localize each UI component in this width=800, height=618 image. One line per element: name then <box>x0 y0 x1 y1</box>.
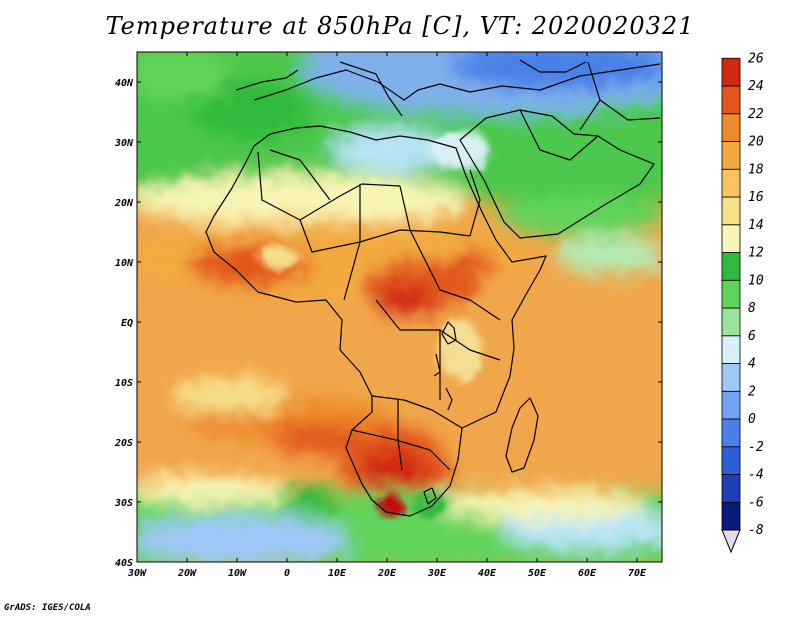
x-tick-label: 30W <box>127 568 147 579</box>
colorbar-swatch <box>721 474 741 503</box>
colorbar-swatch <box>721 279 741 309</box>
map-title: Temperature at 850hPa [C], VT: 202002032… <box>105 12 695 40</box>
y-tick-label: 20N <box>114 198 134 209</box>
colorbar-label: 16 <box>748 190 764 205</box>
colorbar-label: -6 <box>748 495 764 510</box>
y-tick-label: 30N <box>114 138 134 149</box>
y-tick-label: 40N <box>115 78 134 89</box>
x-tick-label: 70E <box>628 568 647 579</box>
colorbar-swatch <box>721 168 741 198</box>
colorbar-label: 6 <box>748 329 756 344</box>
x-tick-label: 20E <box>377 568 397 579</box>
y-tick-label: EQ <box>121 318 133 329</box>
x-tick-label: 50E <box>528 568 547 579</box>
y-tick-label: 10S <box>115 378 133 389</box>
x-tick-label: 20W <box>177 568 197 579</box>
colorbar-label: -8 <box>748 523 764 538</box>
grads-credit: GrADS: IGES/COLA <box>4 603 91 613</box>
plot-frame <box>136 51 663 563</box>
colorbar-label: 26 <box>748 51 764 66</box>
x-tick-label: 10E <box>328 568 347 579</box>
colorbar-swatch <box>721 85 741 115</box>
arabia-coastline <box>459 109 655 239</box>
x-tick-label: 0 <box>284 568 290 579</box>
colorbar-label: 10 <box>748 273 764 288</box>
colorbar-label: 2 <box>748 384 756 399</box>
colorbar-label: 18 <box>748 162 764 177</box>
colorbar-swatch <box>721 418 741 448</box>
x-tick-label: 10W <box>228 568 247 579</box>
colorbar-label: 20 <box>748 135 764 150</box>
colorbar-swatch <box>721 57 741 87</box>
colorbar-swatch <box>721 501 741 531</box>
y-tick-label: 10N <box>115 258 134 269</box>
axis-ticks: 30W 20W 10W 0 10E 20E 30E 40E 50E 60E 70E 40N 30N 20N… <box>114 52 662 579</box>
colorbar-swatch <box>721 224 741 253</box>
y-tick-label: 20S <box>114 438 133 449</box>
colorbar-label: 0 <box>748 412 756 427</box>
colorbar-label: 8 <box>748 301 756 316</box>
colorbar-swatch <box>721 252 741 281</box>
x-tick-label: 30E <box>427 568 447 579</box>
temperature-field <box>137 52 662 562</box>
colorbar-label: 22 <box>748 107 764 122</box>
colorbar-swatch <box>721 363 741 392</box>
x-tick-label: 60E <box>578 568 597 579</box>
colorbar-swatch <box>721 113 741 142</box>
colorbar-swatch <box>721 335 741 364</box>
colorbar-label: 12 <box>748 246 764 261</box>
colorbar-label: 4 <box>748 357 756 372</box>
colorbar-swatch <box>721 196 741 226</box>
madagascar-coastline <box>505 397 539 473</box>
colorbar-swatch <box>721 446 741 475</box>
colorbar-label: 14 <box>748 218 764 233</box>
colorbar-label: -2 <box>748 440 764 455</box>
colorbar-swatch <box>721 307 741 337</box>
x-tick-label: 40E <box>478 568 497 579</box>
colorbar-label: 24 <box>748 79 764 94</box>
colorbar-under-arrow <box>721 529 741 554</box>
colorbar-label: -4 <box>748 468 764 483</box>
colorbar-swatch <box>721 390 741 420</box>
colorbar-swatch <box>721 141 741 170</box>
y-tick-label: 40S <box>115 558 133 569</box>
coastline-borders <box>205 59 661 517</box>
africa-coastline <box>205 125 547 517</box>
y-tick-label: 30S <box>114 498 133 509</box>
europe-coastline <box>253 63 661 101</box>
